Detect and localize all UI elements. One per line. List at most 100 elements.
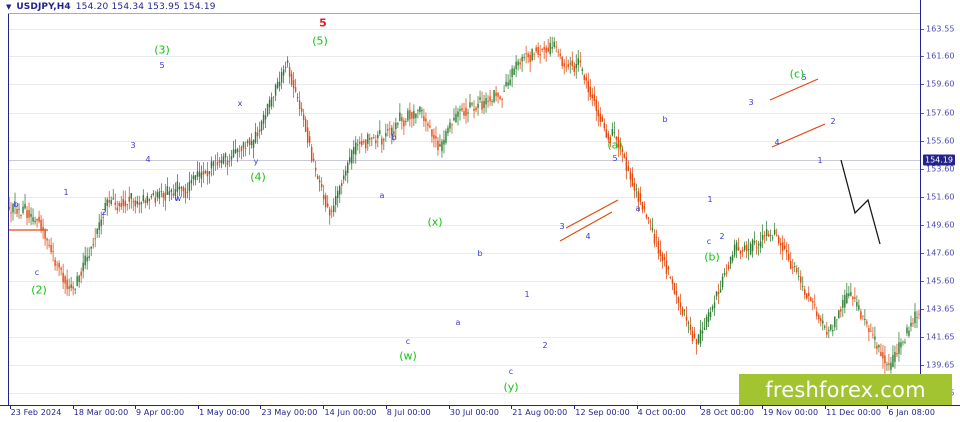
time-axis-label: 30 Jul 00:00 [449, 408, 500, 417]
wave-label-3-8: (3) [154, 43, 170, 57]
price-axis-label: 157.60 [926, 108, 955, 117]
wave-label-c-1: c [34, 268, 40, 277]
wave-label-a-20: a [455, 318, 461, 327]
time-axis-label: 9 Apr 00:00 [136, 408, 185, 417]
price-axis-label: 141.65 [926, 332, 955, 342]
watermark-text: freshforex.com [765, 377, 926, 402]
gridline [8, 281, 920, 283]
time-axis-label: 23 Feb 2024 [10, 408, 62, 417]
gridline [8, 56, 920, 58]
wave-label-1-32: 1 [707, 195, 713, 204]
wave-label-5-13: (5) [312, 34, 328, 48]
wave-label-3-36: 3 [748, 98, 754, 107]
forecast-projection [840, 159, 881, 245]
price-axis-label: 149.60 [926, 220, 955, 230]
price-axis-label: 139.65 [926, 360, 955, 370]
wave-label-b-31: b [662, 115, 668, 124]
current-price-badge: 154.19 [923, 154, 955, 166]
time-tick [448, 406, 450, 409]
time-tick [135, 406, 136, 409]
current-price-line [8, 160, 920, 162]
time-tick [762, 406, 763, 409]
time-tick [9, 406, 11, 409]
ohlc-values: 154.20 154.34 153.95 154.19 [75, 2, 216, 12]
price-axis[interactable]: 154.19 163.55 161.60 159.60 157.60 155.60 153… [921, 0, 960, 405]
time-axis[interactable]: 23 Feb 2024 18 Mar 00:00 9 Apr 00:00 1 May … [0, 406, 960, 422]
wave-label-y-23: (y) [503, 380, 519, 394]
time-tick [198, 406, 200, 409]
price-tick [921, 308, 924, 310]
gridline [8, 308, 920, 310]
time-tick [72, 406, 74, 409]
gridline [8, 196, 920, 198]
price-axis-label: 155.60 [926, 136, 955, 146]
chart-header: ▼ USDJPY,H4 154.20 154.34 153.95 154.19 [0, 0, 960, 14]
price-tick [921, 112, 924, 114]
time-axis-label: 18 Mar 00:00 [73, 408, 129, 417]
price-tick [921, 196, 924, 198]
chart-plot-area[interactable]: b c (2) 1 2 3 4 5 (3) w x y (4) (5) 5 b a c (w) (x) a b c (y) 1 2… [8, 14, 920, 405]
wave-label-x-10: x [237, 99, 243, 108]
price-axis-label: 163.55 [926, 24, 955, 34]
wave-label-3-5: 3 [130, 141, 136, 150]
wave-label-5-14: 5 [319, 16, 327, 30]
plot-right-border [920, 0, 921, 405]
gridline [8, 28, 920, 30]
gridline [8, 225, 920, 226]
price-axis-label: 161.60 [926, 51, 955, 61]
time-tick [260, 406, 262, 409]
time-axis-label: 11 Dec 00:00 [826, 408, 882, 417]
time-tick [887, 406, 889, 409]
gridline [8, 364, 920, 366]
time-axis-label: 8 Jul 00:00 [386, 408, 431, 417]
price-tick [921, 364, 924, 366]
gridline [8, 393, 920, 394]
price-tick [921, 168, 924, 170]
price-tick [921, 56, 924, 58]
wave-label-2-2: (2) [31, 283, 47, 297]
time-tick [511, 406, 513, 409]
wave-label-a-16: a [379, 191, 385, 200]
wedge-lower-right [771, 123, 826, 148]
wave-label-a-30: a [635, 204, 641, 213]
time-tick [699, 406, 701, 409]
wave-label-b-0: b [13, 200, 19, 209]
time-axis-label: 12 Sep 00:00 [575, 408, 630, 417]
wave-label-c-39: (c) [789, 67, 805, 81]
price-tick [921, 84, 924, 86]
plot-left-border [8, 14, 9, 405]
wave-label-3-26: 3 [559, 222, 565, 231]
time-axis-label: 14 Jun 00:00 [324, 408, 377, 417]
wave-label-a-29: (a) [607, 138, 623, 152]
wave-label-5-28: 5 [612, 154, 618, 163]
time-tick [385, 406, 387, 409]
price-series-canvas [8, 36, 920, 374]
time-tick [825, 406, 827, 409]
wave-label-4-6: 4 [145, 155, 151, 164]
price-axis-label: 151.60 [926, 192, 955, 202]
wave-label-2-25: 2 [542, 341, 548, 350]
gridline [8, 253, 920, 255]
wave-label-w-9: w [174, 194, 182, 203]
time-axis-label: 6 Jan 08:00 [888, 408, 936, 417]
chevron-down-icon[interactable]: ▼ [6, 2, 12, 11]
gridline [8, 336, 920, 338]
plot-top-border [8, 13, 920, 14]
price-tick [921, 225, 924, 226]
price-tick [921, 336, 924, 338]
time-tick [574, 406, 576, 409]
channel-upper-mid [565, 199, 619, 229]
channel-lower-mid [559, 211, 613, 242]
wave-label-c-17: c [405, 337, 411, 346]
wave-label-x-19: (x) [427, 215, 443, 229]
wave-label-w-18: (w) [399, 349, 417, 363]
price-axis-label: 153.60 [926, 164, 955, 174]
time-axis-label: 28 Oct 00:00 [700, 408, 755, 417]
price-axis-label: 145.60 [926, 276, 955, 286]
freshforex-watermark: freshforex.com [739, 374, 952, 405]
wave-label-c-22: c [508, 367, 514, 376]
symbol-label: USDJPY,H4 [16, 2, 71, 12]
time-axis-label: 23 May 00:00 [261, 408, 318, 417]
wave-label-1-3: 1 [63, 188, 69, 197]
